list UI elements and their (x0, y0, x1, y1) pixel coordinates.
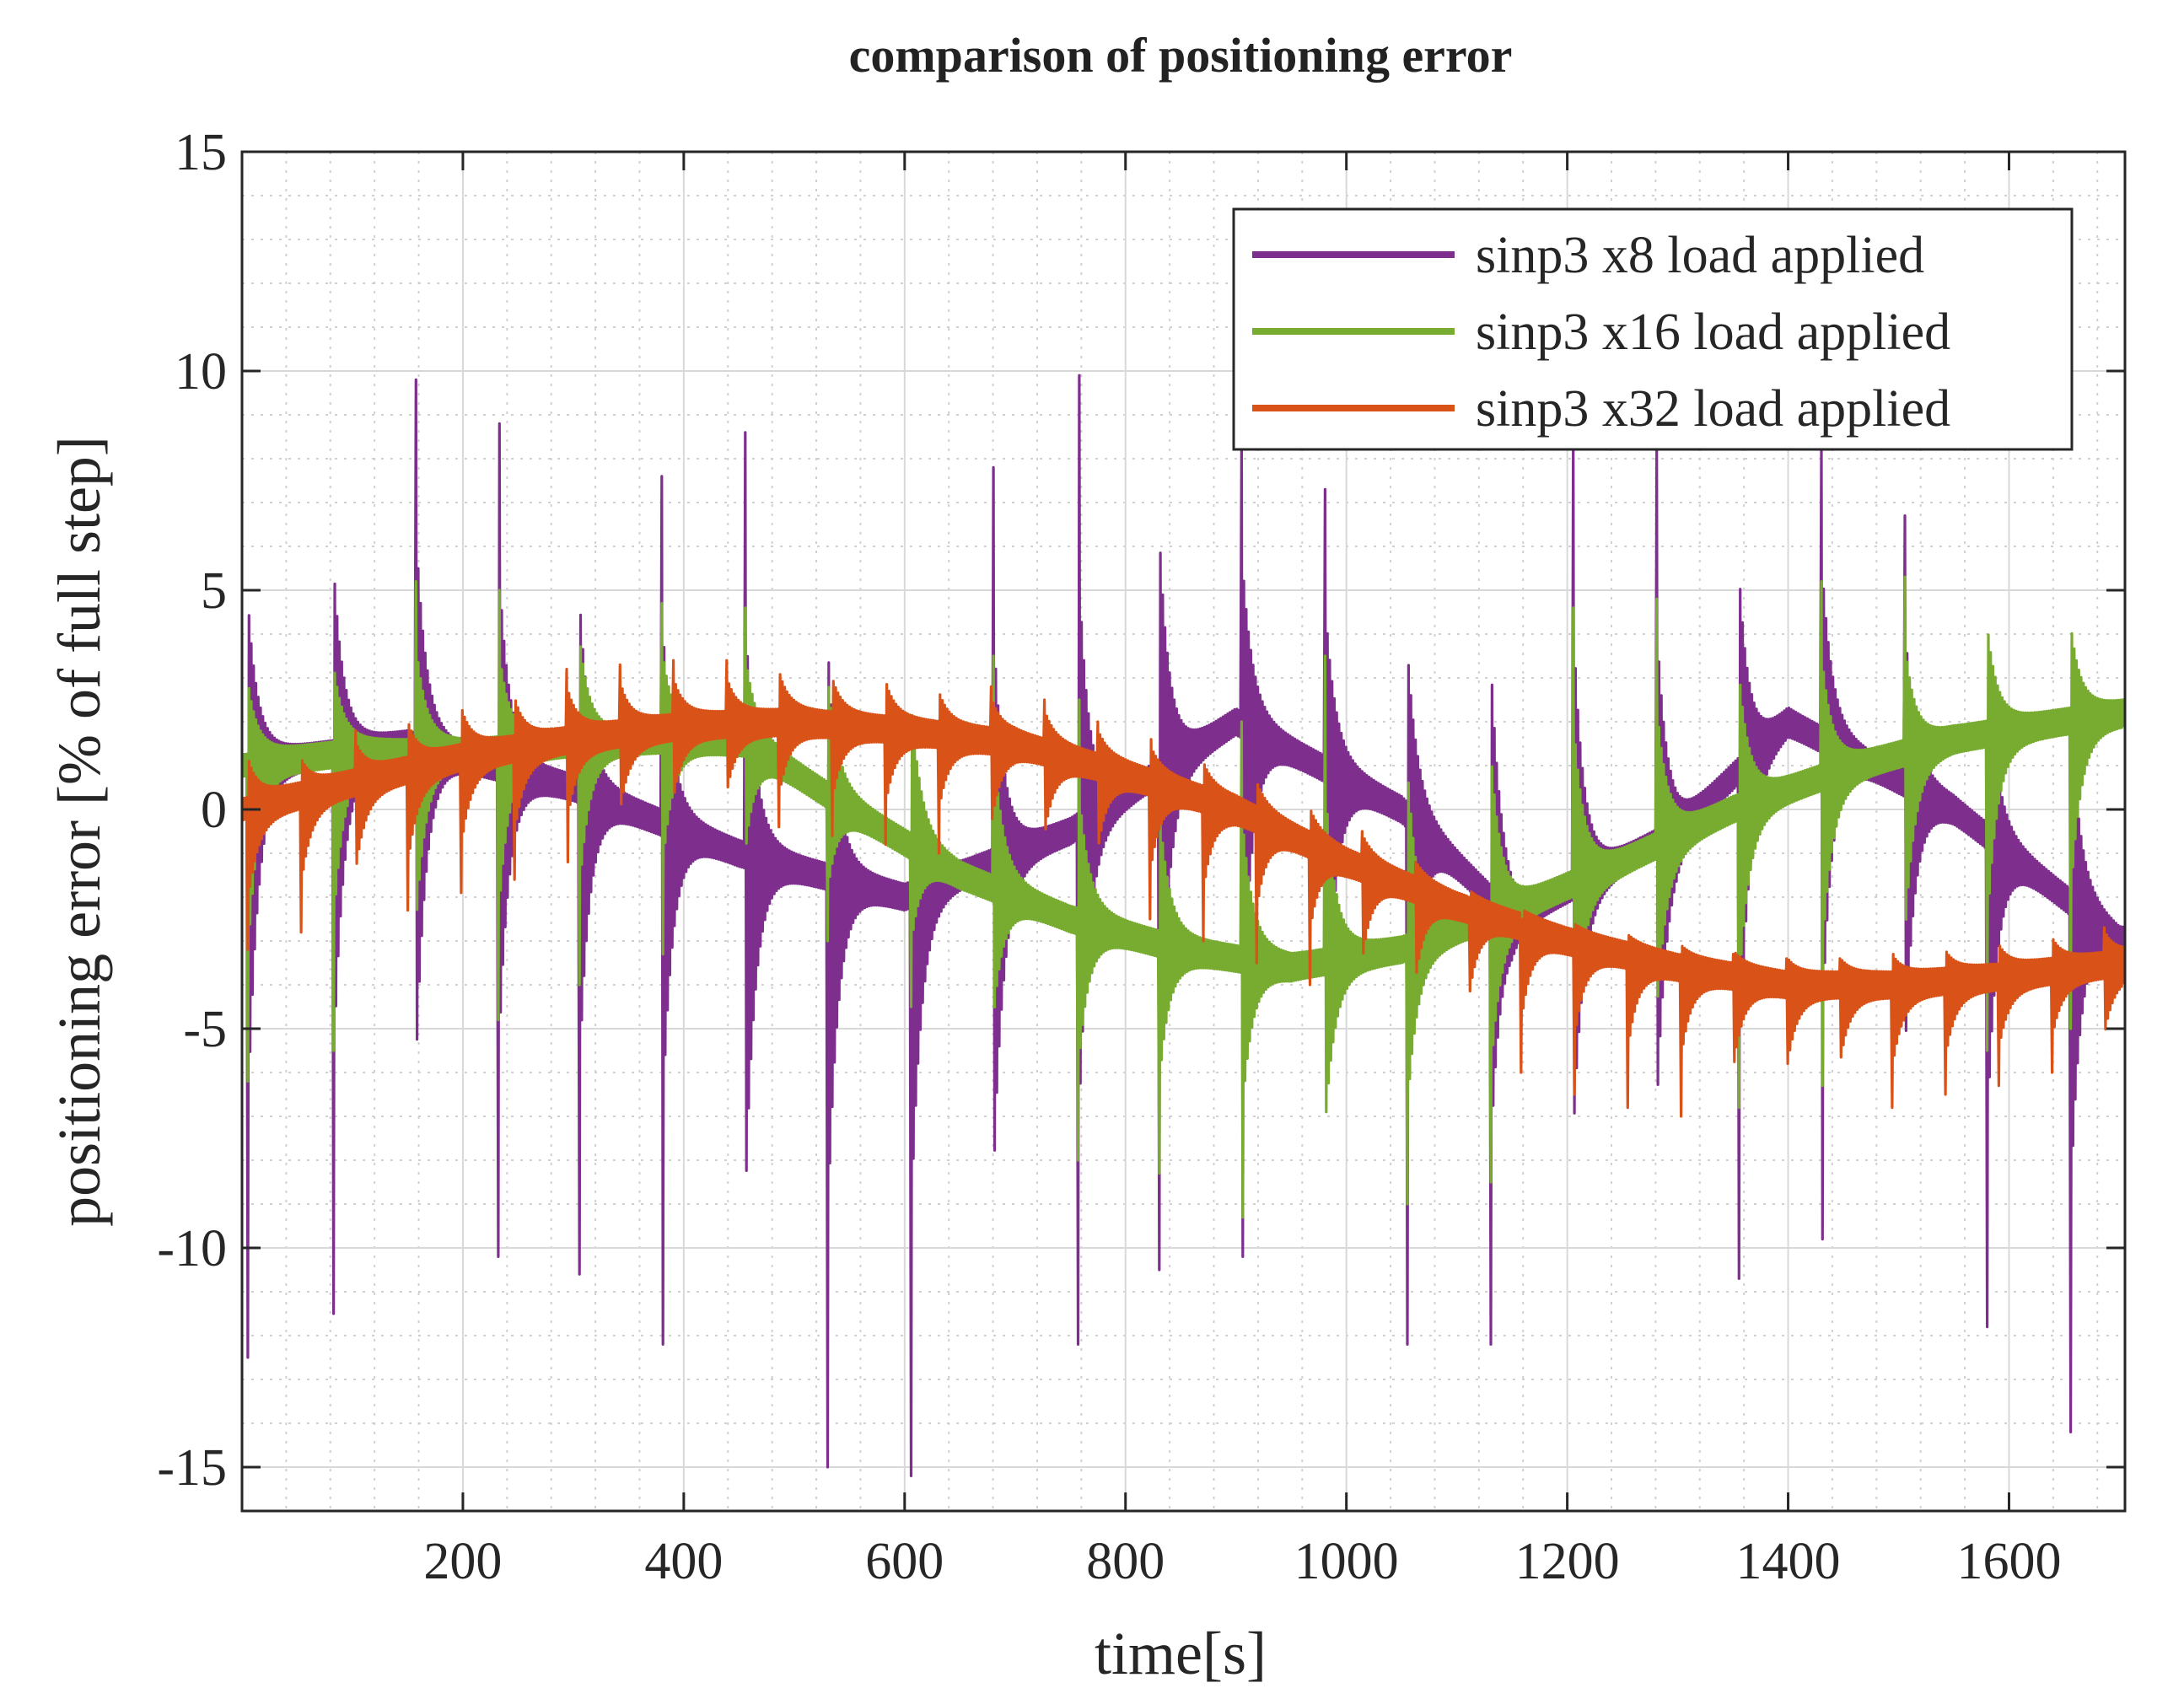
series-line-0 (240, 374, 2126, 1477)
plot-frame (240, 150, 2127, 1513)
series-line-2 (240, 659, 2126, 1118)
legend-label-x8: sinp3 x8 load applied (1476, 227, 1924, 284)
x-tick-label: 400 (644, 1533, 723, 1590)
y-tick-label: -15 (157, 1439, 227, 1497)
x-tick-label: 1400 (1736, 1533, 1841, 1590)
series-line-1 (240, 575, 2126, 1219)
y-tick-label: -5 (183, 1001, 227, 1058)
y-tick-label: 5 (201, 562, 227, 620)
y-tick-label: 10 (175, 343, 227, 401)
x-tick-label: 1200 (1515, 1533, 1620, 1590)
legend-label-x16: sinp3 x16 load applied (1476, 304, 1950, 361)
y-tick-label: 15 (175, 124, 227, 181)
ticks: 200 400 600 800 1000 1200 1400 1600 -15 -10 -5 0 5 10… (157, 124, 2125, 1590)
x-tick-label: 200 (423, 1533, 502, 1590)
legend-label-x32: sinp3 x32 load applied (1476, 380, 1950, 438)
x-axis-label: time[s] (1095, 1620, 1267, 1687)
x-tick-label: 1000 (1294, 1533, 1399, 1590)
chart-title: comparison of positioning error (849, 28, 1513, 83)
legend: sinp3 x8 load applied sinp3 x16 load app… (1232, 207, 2074, 451)
y-tick-label: 0 (201, 782, 227, 839)
x-tick-label: 800 (1086, 1533, 1165, 1590)
y-axis-label: positioning error [% of full step] (46, 436, 113, 1227)
y-tick-label: -10 (157, 1220, 227, 1277)
x-tick-label: 600 (865, 1533, 944, 1590)
series-layer (240, 374, 2126, 1477)
x-tick-label: 1600 (1956, 1533, 2061, 1590)
